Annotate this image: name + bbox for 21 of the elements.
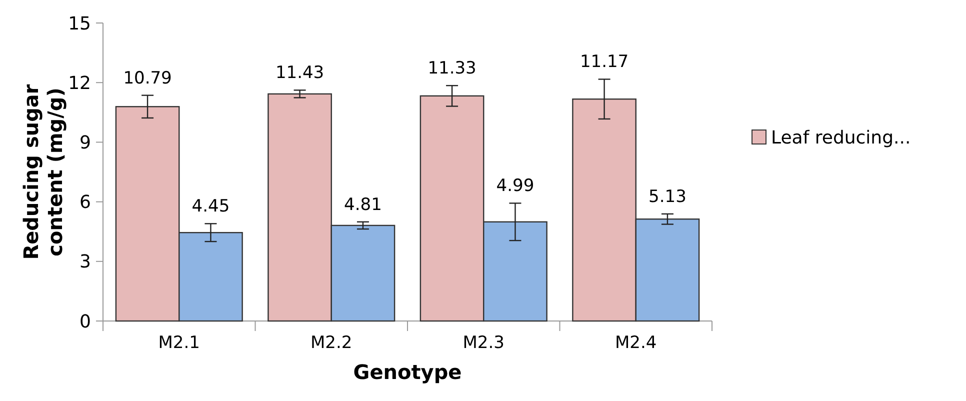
y-tick-label: 15 xyxy=(68,13,91,34)
x-tick-label: M2.1 xyxy=(158,333,200,353)
y-tick-label: 6 xyxy=(80,192,91,214)
x-axis-title: Genotype xyxy=(353,360,462,384)
data-label: 11.33 xyxy=(428,58,476,79)
y-tick-label: 12 xyxy=(68,72,91,94)
data-label: 11.17 xyxy=(580,52,629,72)
data-label: 4.45 xyxy=(192,196,230,217)
legend-label: Leaf reducing... xyxy=(771,127,911,148)
y-tick-label: 9 xyxy=(80,132,91,154)
data-label: 11.43 xyxy=(275,63,324,84)
x-tick-label: M2.4 xyxy=(615,333,657,353)
data-label: 5.13 xyxy=(648,186,686,207)
y-tick-label: 0 xyxy=(80,311,91,332)
y-tick-label: 3 xyxy=(80,252,91,273)
data-label: 4.81 xyxy=(344,194,382,215)
data-label: 10.79 xyxy=(123,68,172,88)
data-label: 4.99 xyxy=(496,176,534,196)
y-axis-title: Reducing sugar content (mg/g) xyxy=(19,84,67,260)
x-tick-label: M2.2 xyxy=(310,333,352,353)
x-tick-label: M2.3 xyxy=(462,333,504,353)
